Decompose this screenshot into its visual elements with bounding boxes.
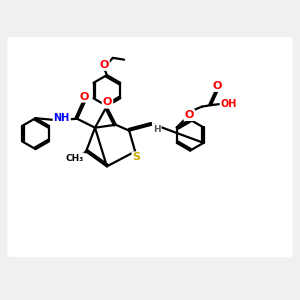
Text: CH₃: CH₃	[66, 154, 84, 163]
Text: O: O	[184, 110, 194, 120]
Text: H: H	[153, 125, 160, 134]
Text: OH: OH	[220, 99, 237, 109]
Text: O: O	[99, 60, 109, 70]
Text: S: S	[133, 152, 141, 162]
Text: O: O	[213, 81, 222, 91]
Text: NH: NH	[54, 113, 70, 123]
Text: O: O	[103, 98, 112, 107]
Text: O: O	[80, 92, 89, 101]
FancyBboxPatch shape	[7, 37, 293, 257]
